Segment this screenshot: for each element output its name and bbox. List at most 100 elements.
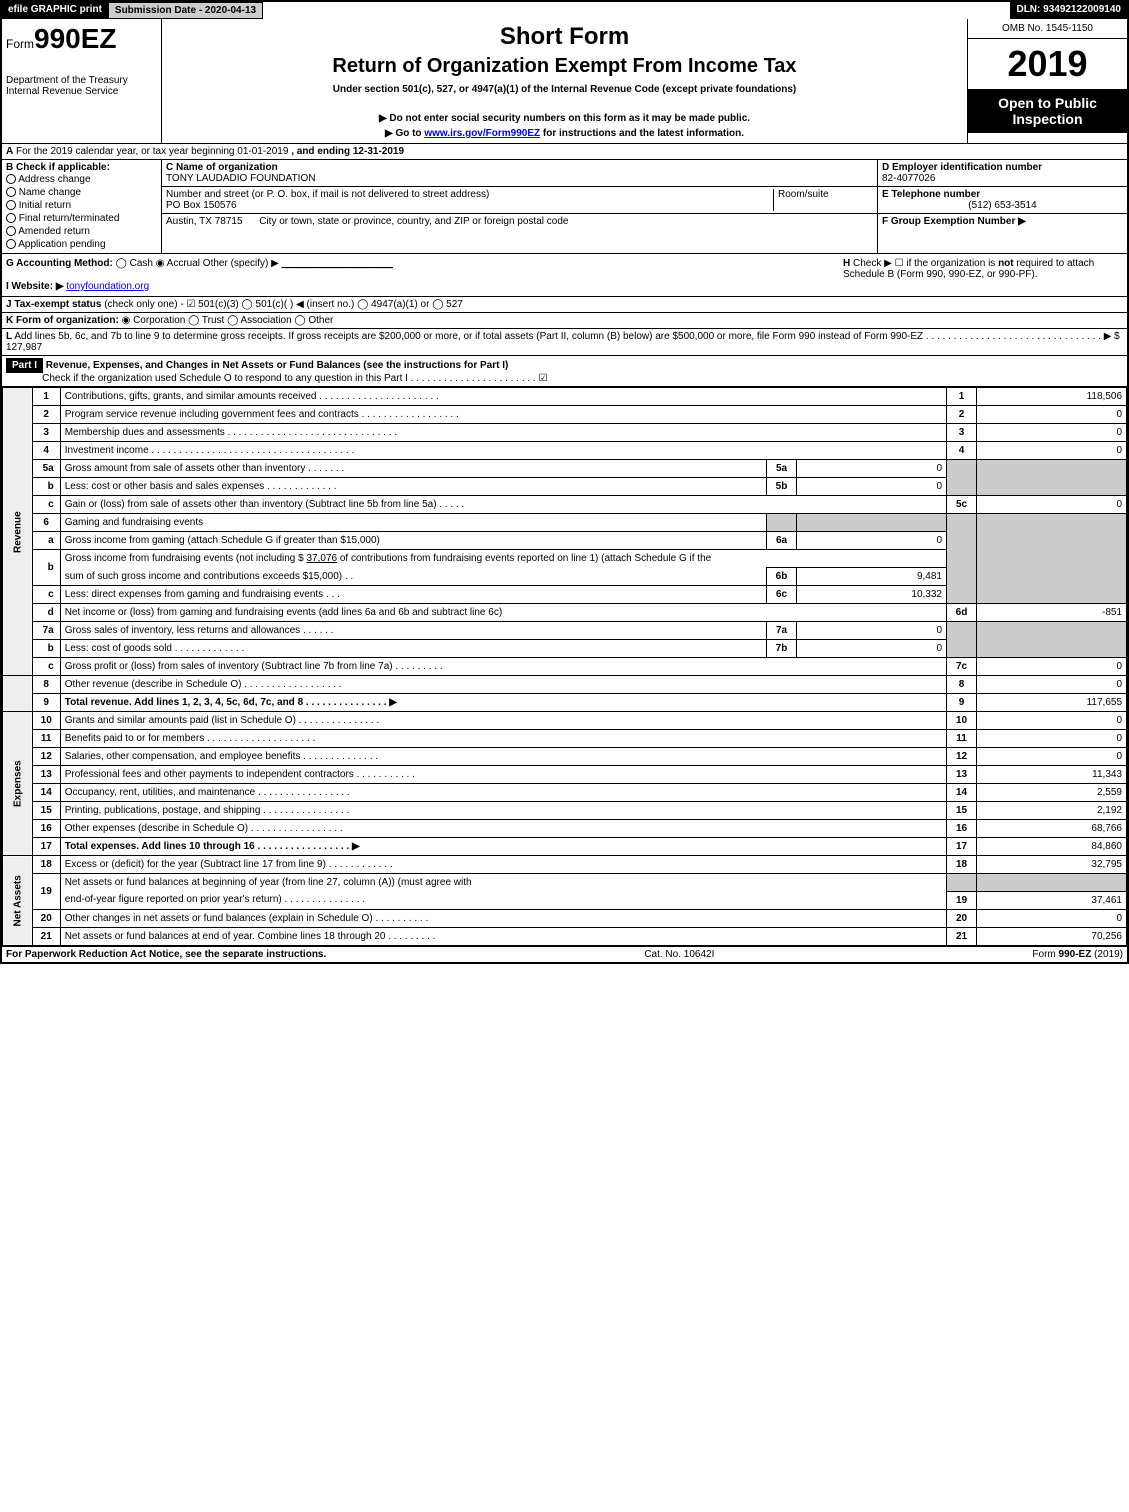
boxno: 16 (947, 820, 977, 838)
line-10: Expenses 10 Grants and similar amounts p… (3, 712, 1127, 730)
line-3: 3 Membership dues and assessments . . . … (3, 424, 1127, 442)
col-b-header: B Check if applicable: (6, 162, 157, 173)
line-6: 6 Gaming and fundraising events (3, 514, 1127, 532)
footer-center: Cat. No. 10642I (644, 949, 714, 960)
line-desc: end-of-year figure reported on prior yea… (60, 891, 946, 909)
row-a: A For the 2019 calendar year, or tax yea… (2, 144, 1127, 160)
line-desc: Total revenue. Add lines 1, 2, 3, 4, 5c,… (60, 694, 946, 712)
chk-label: Application pending (18, 239, 105, 250)
boxno: 17 (947, 838, 977, 856)
chk-application-pending[interactable]: Application pending (6, 238, 157, 251)
line-19-2: end-of-year figure reported on prior yea… (3, 891, 1127, 909)
section-f: F Group Exemption Number ▶ (878, 214, 1127, 229)
boxval: 68,766 (977, 820, 1127, 838)
netassets-label: Net Assets (3, 856, 33, 946)
dept-treasury: Department of the Treasury (6, 75, 157, 86)
row-k: K Form of organization: ◉ Corporation ◯ … (2, 313, 1127, 329)
chk-name-change[interactable]: Name change (6, 186, 157, 199)
shade-cell (947, 622, 977, 658)
subval: 0 (797, 640, 947, 658)
note-goto-suffix: for instructions and the latest informat… (540, 128, 744, 139)
lineno: 4 (32, 442, 60, 460)
line-5c: c Gain or (loss) from sale of assets oth… (3, 496, 1127, 514)
website-link[interactable]: tonyfoundation.org (66, 281, 149, 292)
under-section-text: Under section 501(c), 527, or 4947(a)(1)… (166, 84, 963, 95)
section-e: E Telephone number (512) 653-3514 (878, 187, 1127, 214)
subval: 0 (797, 532, 947, 550)
room-suite: Room/suite (773, 189, 873, 211)
footer-right-form: 990-EZ (1059, 949, 1092, 960)
ein-value: 82-4077026 (882, 173, 1123, 184)
lineno: b (32, 640, 60, 658)
line-7a: 7a Gross sales of inventory, less return… (3, 622, 1127, 640)
lineno: 1 (32, 388, 60, 406)
irs-link[interactable]: www.irs.gov/Form990EZ (424, 128, 540, 139)
row-a-text2: , and ending 12-31-2019 (291, 146, 404, 157)
subval: 9,481 (797, 568, 947, 586)
form-page: efile GRAPHIC print Submission Date - 20… (0, 0, 1129, 964)
subno: 7b (767, 640, 797, 658)
chk-label: Address change (18, 174, 90, 185)
lineno: 5a (32, 460, 60, 478)
chk-label: Amended return (18, 226, 90, 237)
chk-initial-return[interactable]: Initial return (6, 199, 157, 212)
subval: 0 (797, 478, 947, 496)
boxno: 14 (947, 784, 977, 802)
g-options: ◯ Cash ◉ Accrual Other (specify) ▶ (116, 258, 279, 269)
label-l: L (6, 331, 12, 342)
line-desc: Gross sales of inventory, less returns a… (60, 622, 766, 640)
subno: 5b (767, 478, 797, 496)
line-desc: Membership dues and assessments . . . . … (60, 424, 946, 442)
header-row: Form990EZ Department of the Treasury Int… (2, 19, 1127, 144)
efile-print-button[interactable]: efile GRAPHIC print (2, 2, 108, 19)
line-desc: Occupancy, rent, utilities, and maintena… (60, 784, 946, 802)
desc-part2: of contributions from fundraising events… (337, 553, 711, 564)
line-6d: d Net income or (loss) from gaming and f… (3, 604, 1127, 622)
shade-cell (947, 874, 977, 892)
boxval: 117,655 (977, 694, 1127, 712)
row-l: L Add lines 5b, 6c, and 7b to line 9 to … (2, 329, 1127, 356)
line-desc: Contributions, gifts, grants, and simila… (60, 388, 946, 406)
desc-amt: 37,076 (307, 553, 338, 564)
lineno: 7a (32, 622, 60, 640)
col-g: G Accounting Method: ◯ Cash ◉ Accrual Ot… (6, 258, 843, 292)
chk-address-change[interactable]: Address change (6, 173, 157, 186)
subval: 10,332 (797, 586, 947, 604)
line-2: 2 Program service revenue including gove… (3, 406, 1127, 424)
boxval: 0 (977, 748, 1127, 766)
section-bcdef: B Check if applicable: Address change Na… (2, 160, 1127, 254)
chk-final-return[interactable]: Final return/terminated (6, 212, 157, 225)
part1-title: Revenue, Expenses, and Changes in Net As… (46, 360, 509, 371)
shade-cell (977, 460, 1127, 496)
line-desc: Net income or (loss) from gaming and fun… (60, 604, 946, 622)
section-d: D Employer identification number 82-4077… (878, 160, 1127, 187)
line-desc: Less: cost or other basis and sales expe… (60, 478, 766, 496)
col-c-name: C Name of organization TONY LAUDADIO FOU… (162, 160, 877, 187)
line-desc: Net assets or fund balances at beginning… (60, 874, 946, 892)
h-not: not (998, 258, 1014, 269)
label-e: E Telephone number (882, 189, 1123, 200)
line-4: 4 Investment income . . . . . . . . . . … (3, 442, 1127, 460)
topbar-left: efile GRAPHIC print Submission Date - 20… (2, 2, 263, 19)
line-13: 13 Professional fees and other payments … (3, 766, 1127, 784)
boxno: 7c (947, 658, 977, 676)
col-b: B Check if applicable: Address change Na… (2, 160, 162, 253)
chk-amended-return[interactable]: Amended return (6, 225, 157, 238)
shade-cell (767, 514, 797, 532)
label-d: D Employer identification number (882, 162, 1123, 173)
label-f: F Group Exemption Number ▶ (882, 216, 1026, 227)
subno: 6b (767, 568, 797, 586)
lineno: 16 (32, 820, 60, 838)
boxno: 21 (947, 927, 977, 945)
line-desc: Gross amount from sale of assets other t… (60, 460, 766, 478)
checkbox-icon (6, 226, 16, 236)
j-text: (check only one) - ☑ 501(c)(3) ◯ 501(c)(… (104, 299, 463, 310)
chk-label: Initial return (19, 200, 71, 211)
label-g: G Accounting Method: (6, 258, 113, 269)
header-left: Form990EZ Department of the Treasury Int… (2, 19, 162, 143)
line-15: 15 Printing, publications, postage, and … (3, 802, 1127, 820)
form-prefix: Form (6, 37, 34, 51)
street-block: Number and street (or P. O. box, if mail… (166, 189, 773, 211)
boxval: 0 (977, 442, 1127, 460)
col-b-title: Check if applicable: (16, 162, 110, 173)
